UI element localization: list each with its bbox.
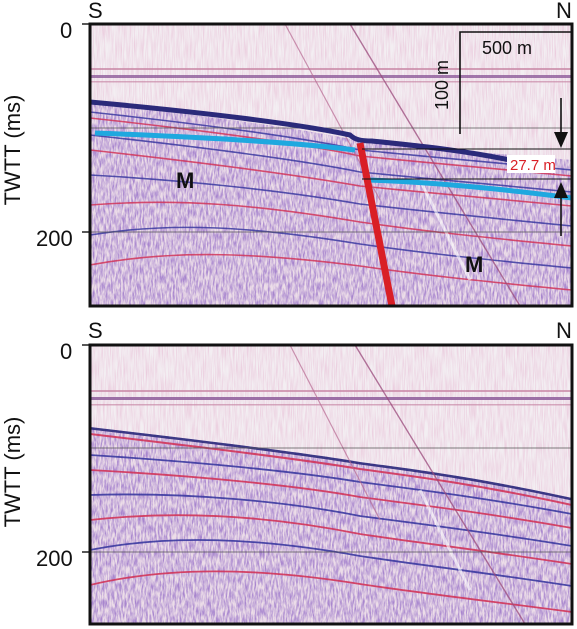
arrow-up-icon [554, 182, 568, 198]
bottom-panel-north-label: N [556, 318, 572, 343]
unit-label-right: M [465, 252, 483, 277]
light-horizon-line-right [367, 177, 572, 201]
bottom-y-tick-0: 0 [60, 339, 72, 364]
top-panel-frame [88, 22, 574, 308]
light-horizon-line-left [94, 130, 356, 153]
top-y-axis-label: TWTT (ms) [0, 95, 25, 206]
top-y-tick-0: 0 [60, 18, 72, 43]
measurement-arrows [554, 98, 568, 236]
top-panel-north-label: N [556, 0, 572, 23]
bottom-panel: S N 0 200 TWTT (ms) [0, 318, 574, 626]
unit-label-left: M [176, 168, 194, 193]
bottom-panel-south-label: S [88, 318, 103, 343]
top-y-tick-200: 200 [36, 226, 73, 251]
dark-horizon-line [90, 99, 511, 163]
scale-bar [459, 31, 572, 134]
bottom-panel-frame [88, 343, 574, 626]
measurement-label-background [507, 155, 555, 173]
top-panel-south-label: S [88, 0, 103, 23]
scale-bar-vertical-label: 100 m [432, 60, 452, 110]
scale-bar-horizontal-label: 500 m [482, 38, 532, 58]
bottom-y-axis-label: TWTT (ms) [0, 417, 25, 528]
top-panel: 500 m 100 m 27.7 m M M S N 0 200 TWTT (m… [0, 0, 574, 308]
arrow-down-icon [554, 132, 568, 148]
measurement-label: 27.7 m [510, 157, 556, 174]
fault-line [356, 142, 396, 306]
bottom-y-tick-200: 200 [36, 546, 73, 571]
